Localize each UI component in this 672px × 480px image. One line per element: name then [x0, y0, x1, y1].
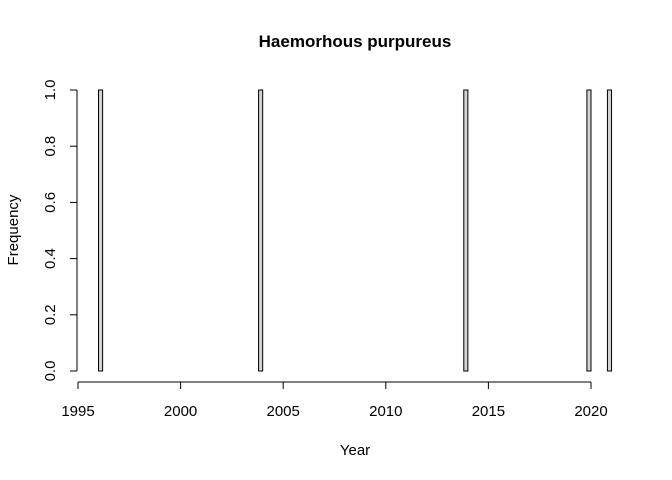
x-tick-label: 2015 [472, 403, 505, 420]
y-tick-label: 1.0 [42, 80, 59, 101]
x-axis-label: Year [340, 442, 370, 459]
y-axis: 0.0 0.2 0.4 0.6 0.8 1.0 [42, 80, 78, 382]
x-tick-label: 2000 [164, 403, 197, 420]
y-axis-label: Frequency [5, 194, 22, 265]
x-tick-label: 2010 [369, 403, 402, 420]
y-tick-label: 0.6 [42, 192, 59, 213]
x-tick-label: 2020 [574, 403, 607, 420]
y-tick-label: 0.4 [42, 248, 59, 269]
y-tick-label: 0.8 [42, 136, 59, 157]
chart-title: Haemorhous purpureus [259, 32, 452, 51]
histogram-bar [258, 89, 264, 372]
histogram-bar [586, 89, 592, 372]
histogram-bar [606, 89, 613, 372]
y-tick-label: 0.2 [42, 304, 59, 325]
x-axis: 1995 2000 2005 2010 2015 2020 [61, 381, 608, 420]
histogram-bar [98, 89, 104, 372]
x-tick-label: 1995 [61, 403, 94, 420]
histogram-bar [463, 89, 469, 372]
x-tick-label: 2005 [267, 403, 300, 420]
bars-group [98, 89, 613, 372]
y-tick-label: 0.0 [42, 361, 59, 382]
